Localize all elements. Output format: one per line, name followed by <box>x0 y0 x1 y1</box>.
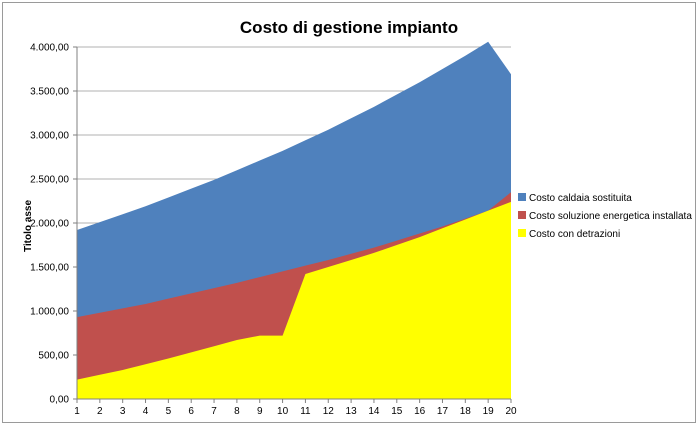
x-tick-label-6: 7 <box>211 406 217 417</box>
legend: Costo caldaia sostituita Costo soluzione … <box>518 193 692 240</box>
legend-swatch-0 <box>518 193 526 201</box>
x-tick-label-10: 11 <box>300 406 311 417</box>
x-tick-label-3: 4 <box>143 406 149 417</box>
x-tick-label-17: 18 <box>460 406 472 417</box>
x-tick-label-0: 1 <box>74 406 80 417</box>
x-tick-label-19: 20 <box>505 406 517 417</box>
y-tick-label-4: 2.000,00 <box>30 219 69 230</box>
legend-swatch-1 <box>518 211 526 219</box>
legend-label-0: Costo caldaia sostituita <box>529 193 632 204</box>
x-tick-label-4: 5 <box>166 406 172 417</box>
x-tick-label-2: 3 <box>120 406 126 417</box>
area-series <box>77 41 511 399</box>
x-tick-label-16: 17 <box>437 406 449 417</box>
x-tick-label-5: 6 <box>188 406 194 417</box>
legend-label-2: Costo con detrazioni <box>529 229 620 240</box>
legend-swatch-2 <box>518 229 526 237</box>
area-series-2 <box>77 201 511 399</box>
y-tick-label-8: 4.000,00 <box>30 43 69 54</box>
axes <box>73 46 512 403</box>
x-tick-label-13: 14 <box>368 406 380 417</box>
x-tick-label-1: 2 <box>97 406 103 417</box>
y-tick-label-5: 2.500,00 <box>30 175 69 186</box>
y-tick-labels: 0,00 500,00 1.000,00 1.500,00 2.000,00 2.500,… <box>30 43 69 406</box>
y-tick-label-0: 0,00 <box>50 395 70 406</box>
x-tick-label-7: 8 <box>234 406 240 417</box>
x-tick-label-12: 13 <box>346 406 358 417</box>
chart-title: Costo di gestione impianto <box>240 18 458 37</box>
y-tick-label-2: 1.000,00 <box>30 307 69 318</box>
y-tick-label-6: 3.000,00 <box>30 131 69 142</box>
x-tick-label-11: 12 <box>323 406 335 417</box>
x-tick-label-9: 10 <box>277 406 289 417</box>
x-tick-labels: 1 2 3 4 5 6 7 8 9 10 11 12 13 14 15 16 17 18 19 20 <box>74 406 517 417</box>
y-axis-title: Titolo asse <box>23 200 34 252</box>
x-tick-label-14: 15 <box>391 406 403 417</box>
x-tick-label-15: 16 <box>414 406 426 417</box>
y-tick-label-1: 500,00 <box>38 351 69 362</box>
x-tick-label-18: 19 <box>483 406 495 417</box>
legend-label-1: Costo soluzione energetica installata <box>529 211 692 222</box>
y-tick-label-7: 3.500,00 <box>30 87 69 98</box>
x-tick-label-8: 9 <box>257 406 263 417</box>
y-tick-label-3: 1.500,00 <box>30 263 69 274</box>
